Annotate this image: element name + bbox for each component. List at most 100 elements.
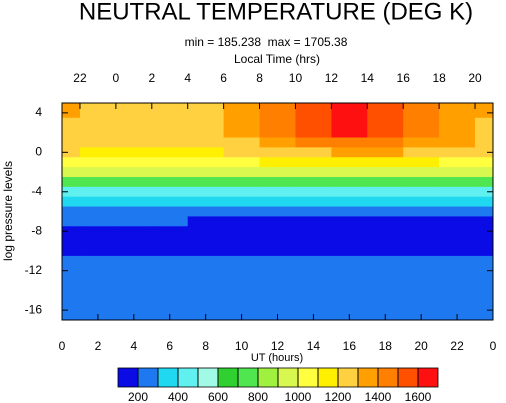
contour-cell: [223, 216, 261, 227]
contour-cell: [259, 107, 296, 119]
contour-cell: [115, 255, 153, 267]
contour-cell: [367, 216, 404, 227]
x2-tick-label: 0: [113, 71, 120, 85]
contour-cell: [115, 167, 153, 178]
y-tick-label: -12: [25, 263, 43, 277]
contour-cell: [115, 137, 153, 148]
contour-cell: [475, 236, 494, 247]
contour-cell: [79, 295, 117, 306]
contour-cell: [367, 107, 404, 119]
x-tick-label: 22: [450, 339, 464, 353]
contour-cell: [331, 216, 368, 227]
colorbar-box: [397, 367, 419, 388]
contour-cell: [151, 107, 189, 119]
contour-cell: [367, 206, 404, 217]
contour-cell: [295, 127, 332, 139]
x-tick-label: 0: [490, 339, 497, 353]
contour-cell: [439, 255, 476, 267]
contour-cell: [475, 216, 494, 227]
contour-cell: [367, 157, 404, 168]
colorbar-label: 1200: [325, 390, 352, 403]
contour-cell: [151, 176, 189, 188]
contour-cell: [403, 137, 440, 148]
x2-tick-label: 6: [220, 71, 227, 85]
contour-cell: [475, 127, 494, 139]
x2-tick-label: 18: [432, 71, 446, 85]
contour-cell: [367, 295, 404, 306]
contour-cell: [331, 295, 368, 306]
contour-cell: [367, 196, 404, 208]
contour-cell: [295, 275, 332, 286]
contour-cell: [439, 186, 476, 198]
contour-cell: [187, 246, 225, 257]
contour-cell: [115, 147, 153, 158]
contour-cell: [223, 246, 261, 257]
chart-subtitle: min = 185.238 max = 1705.38: [185, 35, 348, 49]
contour-cell: [62, 315, 81, 321]
contour-cell: [367, 167, 404, 178]
colorbar-box: [157, 367, 179, 388]
contour-cell: [223, 186, 261, 198]
x2-tick-label: 22: [73, 71, 87, 85]
contour-cell: [223, 226, 261, 237]
contour-cell: [223, 305, 261, 316]
contour-cell: [62, 226, 81, 237]
contour-cell: [295, 255, 332, 267]
y-tick-label: -16: [25, 302, 43, 316]
contour-cell: [475, 206, 494, 217]
contour-cell: [151, 246, 189, 257]
colorbar-label: 800: [248, 390, 268, 403]
x-tick-label: 18: [379, 339, 393, 353]
contour-cell: [259, 236, 296, 247]
contour-cell: [439, 216, 476, 227]
contour-cell: [259, 285, 296, 296]
contour-cell: [223, 285, 261, 296]
contour-cell: [367, 285, 404, 296]
contour-cell: [62, 265, 81, 277]
contour-cell: [223, 265, 261, 277]
x2-axis-label: Local Time (hrs): [234, 52, 320, 66]
contour-cell: [259, 216, 296, 227]
contour-cell: [151, 196, 189, 208]
colorbar-box: [337, 367, 359, 388]
contour-cell: [151, 117, 189, 129]
x-tick-label: 12: [271, 339, 285, 353]
contour-cell: [79, 147, 117, 158]
contour-cell: [62, 137, 81, 148]
x-tick-label: 6: [166, 339, 173, 353]
contour-cell: [331, 265, 368, 277]
x2-tick-label: 20: [468, 71, 482, 85]
contour-cell: [62, 206, 81, 217]
contour-cell: [295, 176, 332, 188]
contour-cell: [115, 107, 153, 119]
contour-cell: [439, 103, 476, 109]
contour-cell: [79, 117, 117, 129]
contour-cell: [331, 236, 368, 247]
contour-cell: [403, 216, 440, 227]
contour-cell: [187, 275, 225, 286]
contour-cell: [151, 137, 189, 148]
contour-cell: [403, 186, 440, 198]
contour-cell: [331, 103, 368, 109]
contour-cell: [187, 167, 225, 178]
colorbar-box: [237, 367, 259, 388]
contour-cell: [259, 167, 296, 178]
contour-cell: [259, 275, 296, 286]
contour-cell: [151, 226, 189, 237]
contour-cell: [295, 265, 332, 277]
contour-cell: [331, 117, 368, 129]
contour-cell: [151, 275, 189, 286]
contour-cell: [259, 147, 296, 158]
contour-cell: [259, 255, 296, 267]
colorbar-box: [317, 367, 339, 388]
contour-cell: [403, 147, 440, 158]
contour-cell: [187, 206, 225, 217]
colorbar-box: [357, 367, 379, 388]
contour-cell: [403, 275, 440, 286]
contour-cell: [223, 107, 261, 119]
contour-cell: [475, 103, 494, 109]
contour-cell: [115, 236, 153, 247]
contour-cell: [295, 107, 332, 119]
contour-cell: [367, 236, 404, 247]
contour-cell: [475, 147, 494, 158]
